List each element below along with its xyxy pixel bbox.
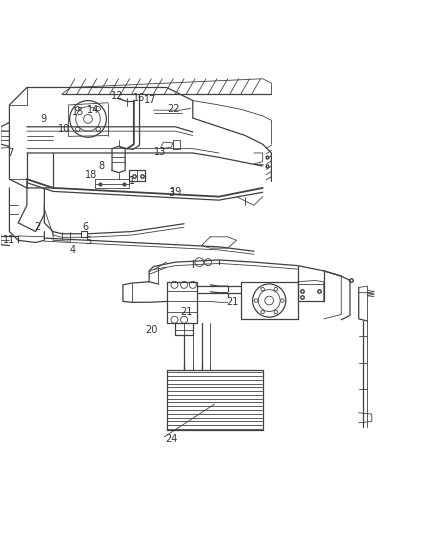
Text: 18: 18 [85,170,98,180]
Text: 12: 12 [111,91,124,101]
Text: 1: 1 [129,176,135,187]
Text: 21: 21 [226,297,238,308]
Text: 13: 13 [154,147,166,157]
Text: 10: 10 [58,124,70,134]
Text: 6: 6 [83,222,89,232]
Text: 21: 21 [180,308,192,317]
Text: 20: 20 [145,325,158,335]
Text: 15: 15 [72,107,85,117]
Text: 9: 9 [40,114,46,124]
Text: 16: 16 [134,93,146,102]
Text: 22: 22 [167,104,180,114]
Text: 7: 7 [7,148,14,158]
Text: 14: 14 [87,105,99,115]
Text: 17: 17 [144,95,156,104]
Text: 4: 4 [70,245,76,255]
Text: 24: 24 [165,434,177,444]
Text: 3: 3 [168,188,174,198]
Text: 19: 19 [170,187,182,197]
Text: 2: 2 [35,222,41,232]
Text: 8: 8 [98,161,104,171]
Text: 11: 11 [4,235,16,245]
Text: 5: 5 [85,236,91,246]
